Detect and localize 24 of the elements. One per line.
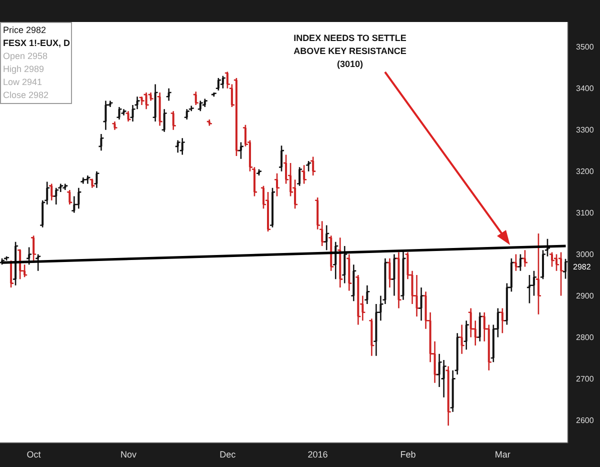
text: 2982 (573, 262, 592, 272)
annotation: Open 2958 (3, 50, 49, 63)
y-tick-label: 3400 (576, 84, 594, 94)
x-tick-label: Oct (26, 449, 42, 460)
y-tick-label: 3500 (576, 42, 594, 52)
x-tick-label: Dec (220, 449, 236, 460)
annotation: Price 2982 (3, 24, 48, 37)
x-tick-label: Mar (494, 449, 510, 460)
x-tick-label: 2016 (308, 449, 328, 460)
y-tick-label: 3100 (576, 208, 594, 218)
annotation: FESX 1!-EUX, D (3, 37, 70, 50)
y-tick-label: 3300 (576, 126, 594, 135)
x-tick-label: Feb (400, 449, 416, 460)
annotation: INDEX NEEDS TO SETTLE ABOVE KEY RESISTANCE (3010) (292, 32, 408, 71)
y-tick-label: 2800 (576, 333, 594, 342)
y-tick-label: 2600 (576, 416, 594, 426)
annotation: Close 2982 (3, 89, 50, 102)
y-tick-label: 3200 (576, 167, 594, 176)
x-tick-label: Nov (120, 449, 137, 460)
annotation: High 2989 (3, 63, 46, 76)
annotation: Low 2941 (3, 76, 44, 89)
y-tick-label: 3000 (576, 250, 594, 260)
y-tick-label: 2700 (576, 374, 594, 384)
y-tick-label: 2900 (576, 292, 594, 301)
